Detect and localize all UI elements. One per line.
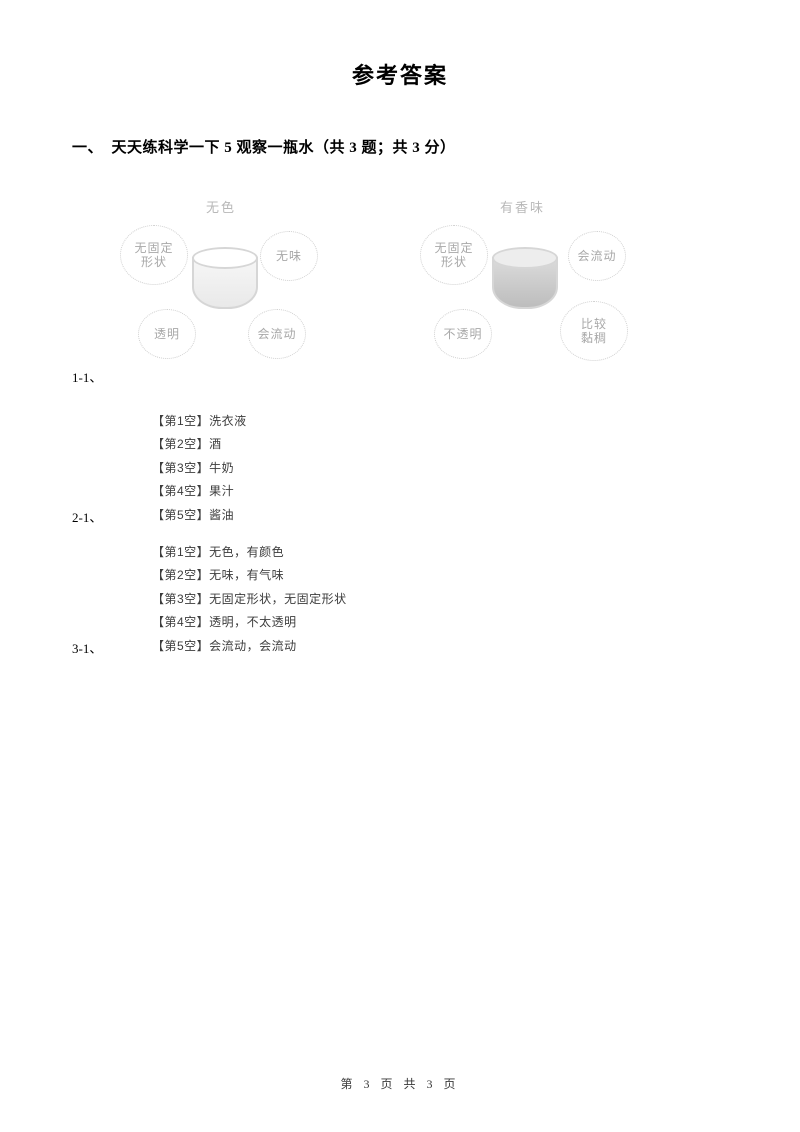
q3-line-2: 【第2空】无味，有气味: [152, 564, 728, 587]
cluster2-bubble-br: 比较黏稠: [560, 301, 628, 361]
cluster2-bubble-tl: 无固定形状: [420, 225, 488, 285]
q3-line-5: 【第5空】会流动，会流动: [152, 635, 297, 658]
q2-line-5: 【第5空】酱油: [152, 504, 234, 527]
q2-line-4: 【第4空】果汁: [152, 480, 728, 503]
q2-line-1: 【第1空】洗衣液: [152, 410, 728, 433]
diagram: 无色 无固定形状 无味 透明 会流动 有香味 无固定形状 会流动 不透明 比较黏…: [120, 201, 728, 361]
q2-block: 【第1空】洗衣液 【第2空】酒 【第3空】牛奶 【第4空】果汁 2-1、 【第5…: [72, 410, 728, 527]
q3-number: 3-1、: [72, 638, 120, 658]
cluster2-top-label: 有香味: [500, 197, 545, 216]
cluster2-bubble-tr: 会流动: [568, 231, 626, 281]
cluster1-bubble-tr: 无味: [260, 231, 318, 281]
q2-line-2: 【第2空】酒: [152, 433, 728, 456]
page-footer: 第 3 页 共 3 页: [0, 1075, 800, 1092]
q2-number: 2-1、: [72, 507, 120, 527]
page-title: 参考答案: [72, 58, 728, 90]
cluster2-bubble-bl: 不透明: [434, 309, 492, 359]
section-heading: 一、 天天练科学一下 5 观察一瓶水（共 3 题；共 3 分）: [72, 136, 728, 157]
cluster1-top-label: 无色: [206, 197, 236, 216]
q3-line-3: 【第3空】无固定形状，无固定形状: [152, 588, 728, 611]
cluster2-center-image: [492, 257, 554, 307]
diagram-cluster-1: 无色 无固定形状 无味 透明 会流动: [120, 201, 330, 361]
section-text: 天天练科学一下 5 观察一瓶水（共 3 题；共 3 分）: [112, 140, 456, 156]
diagram-cluster-2: 有香味 无固定形状 会流动 不透明 比较黏稠: [420, 201, 630, 361]
q3-line-1: 【第1空】无色，有颜色: [152, 541, 728, 564]
cluster1-center-image: [192, 257, 254, 307]
q2-line-3: 【第3空】牛奶: [152, 457, 728, 480]
q3-block: 【第1空】无色，有颜色 【第2空】无味，有气味 【第3空】无固定形状，无固定形状…: [72, 541, 728, 658]
cluster1-bubble-br: 会流动: [248, 309, 306, 359]
q3-line-4: 【第4空】透明，不太透明: [152, 611, 728, 634]
cluster1-bubble-bl: 透明: [138, 309, 196, 359]
q1-number: 1-1、: [72, 367, 728, 386]
section-prefix: 一、: [72, 140, 103, 156]
cluster1-bubble-tl: 无固定形状: [120, 225, 188, 285]
